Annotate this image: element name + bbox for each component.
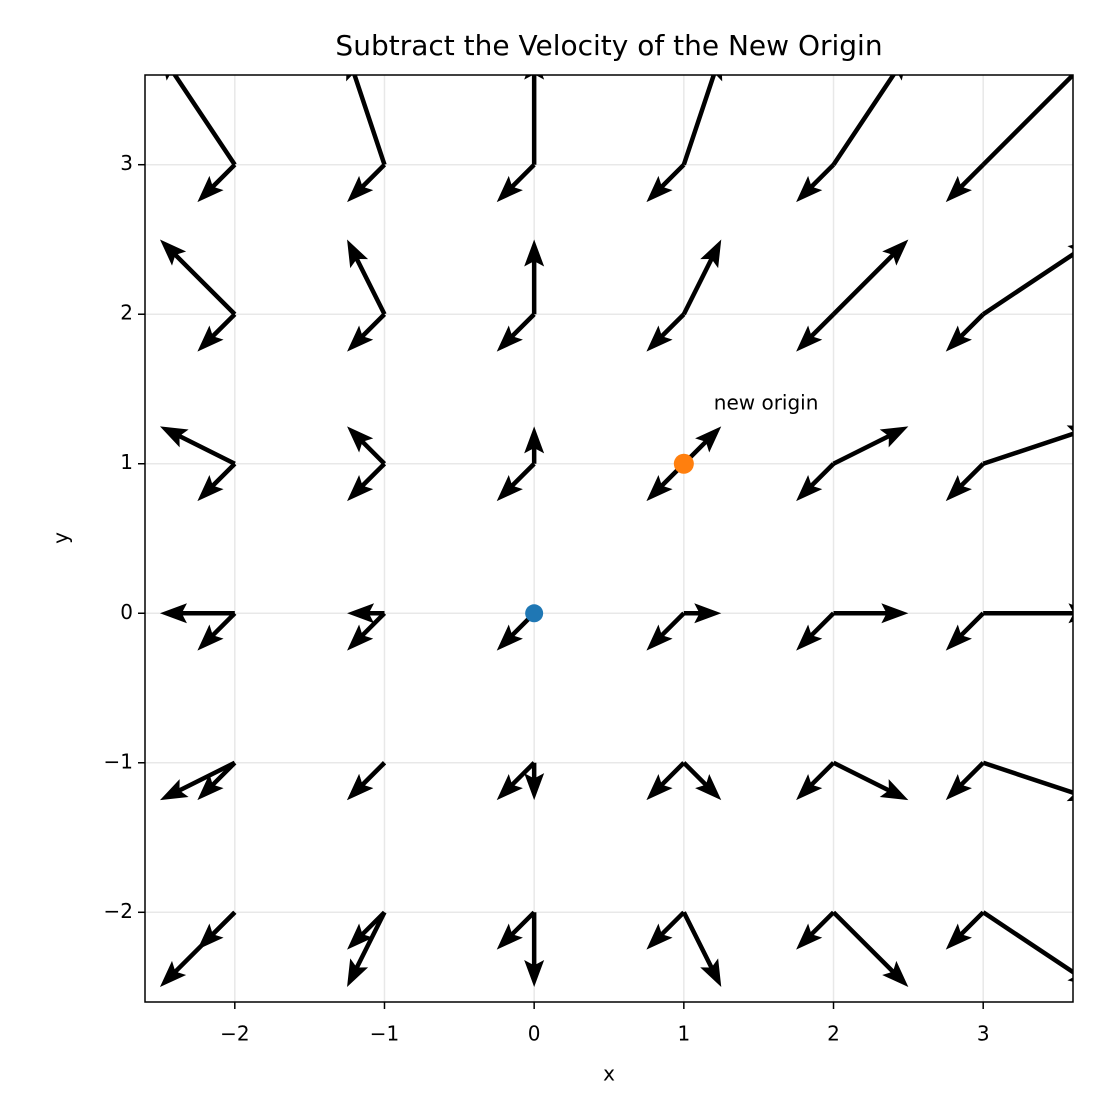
arrow <box>796 312 836 352</box>
arrow <box>796 910 836 950</box>
arrow <box>159 603 235 624</box>
chart-title: Subtract the Velocity of the New Origin <box>335 29 882 62</box>
arrow <box>682 761 722 801</box>
arrow <box>646 462 686 502</box>
arrow <box>982 760 1073 802</box>
x-tick-label: 2 <box>827 1022 840 1046</box>
arrow <box>347 910 387 950</box>
arrow <box>831 239 909 316</box>
arrow <box>981 910 1073 982</box>
arrow <box>945 462 985 502</box>
arrow <box>159 760 236 801</box>
arrow <box>646 910 686 950</box>
arrow <box>683 603 722 624</box>
arrow <box>832 426 909 466</box>
arrow <box>159 239 237 316</box>
arrow <box>197 462 237 502</box>
arrow <box>496 462 536 502</box>
arrow <box>646 163 686 203</box>
arrow <box>496 312 536 352</box>
x-tick-label: 1 <box>677 1022 690 1046</box>
arrow <box>981 244 1073 317</box>
arrow <box>347 603 385 624</box>
arrow <box>646 761 686 801</box>
arrow <box>982 425 1073 466</box>
y-tick-label: −2 <box>104 899 133 923</box>
arrow <box>981 75 1073 167</box>
arrow <box>346 75 387 166</box>
arrow <box>496 761 536 801</box>
x-tick-label: 3 <box>977 1022 990 1046</box>
arrow <box>832 760 909 801</box>
arrow <box>347 611 387 651</box>
arrow <box>524 239 545 315</box>
y-tick-label: 0 <box>120 600 133 624</box>
arrow <box>524 912 545 988</box>
arrow <box>831 75 904 166</box>
grid <box>145 75 1073 1002</box>
arrow <box>159 910 237 988</box>
arrow <box>347 426 387 466</box>
y-tick-label: 2 <box>120 301 133 325</box>
arrow <box>159 426 236 466</box>
arrow <box>496 163 536 203</box>
arrow <box>197 611 237 651</box>
arrow <box>347 312 387 352</box>
y-tick-label: 3 <box>120 151 133 175</box>
arrow <box>945 611 985 651</box>
arrow <box>945 312 985 352</box>
arrow <box>796 163 836 203</box>
annotation: new origin <box>714 390 819 414</box>
arrow <box>796 462 836 502</box>
arrow <box>833 603 909 624</box>
arrow <box>197 312 237 352</box>
arrow <box>347 761 387 801</box>
plot-area <box>159 75 1073 988</box>
arrow <box>165 75 237 166</box>
arrow <box>496 611 536 651</box>
arrow <box>983 603 1073 624</box>
arrow <box>524 75 545 165</box>
arrow <box>347 163 387 203</box>
arrow <box>524 426 545 464</box>
arrow <box>347 911 387 988</box>
point <box>673 453 694 474</box>
arrow <box>945 163 985 203</box>
arrow <box>197 163 237 203</box>
arrow <box>197 761 237 801</box>
y-axis-label: y <box>49 532 73 544</box>
arrow <box>646 312 686 352</box>
arrow <box>682 426 722 466</box>
x-axis-label: x <box>603 1062 615 1086</box>
arrow <box>945 910 985 950</box>
arrow <box>347 239 387 316</box>
y-tick-label: −1 <box>104 749 133 773</box>
arrow <box>347 462 387 502</box>
y-tick-label: 1 <box>120 450 133 474</box>
arrow <box>796 761 836 801</box>
point <box>525 604 544 623</box>
arrow <box>524 762 545 801</box>
x-tick-label: 0 <box>528 1022 541 1046</box>
arrow <box>796 611 836 651</box>
axes-frame <box>144 74 1074 1003</box>
x-tick-label: −2 <box>220 1022 249 1046</box>
arrow <box>831 910 909 988</box>
arrow <box>681 75 723 166</box>
arrow <box>646 611 686 651</box>
arrow <box>496 910 536 950</box>
arrow <box>945 761 985 801</box>
arrow <box>681 239 722 316</box>
ticks: −2 −1 0 1 2 3 −2 −1 0 1 2 3 <box>104 151 990 1045</box>
arrow <box>681 911 722 988</box>
x-tick-label: −1 <box>370 1022 399 1046</box>
